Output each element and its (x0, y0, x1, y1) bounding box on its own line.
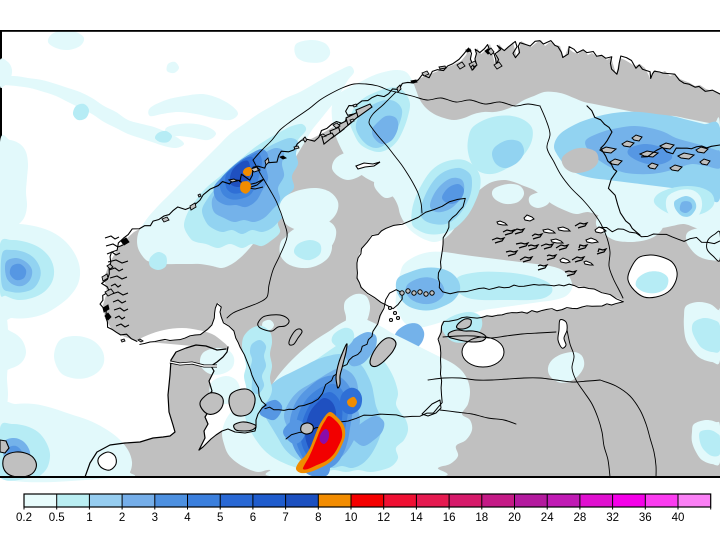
svg-text:0.5: 0.5 (49, 512, 65, 524)
svg-text:36: 36 (639, 512, 652, 524)
svg-text:16: 16 (443, 512, 456, 524)
svg-text:12: 12 (377, 512, 390, 524)
svg-text:28: 28 (574, 512, 587, 524)
svg-text:4: 4 (184, 512, 191, 524)
svg-text:7: 7 (282, 512, 288, 524)
svg-text:18: 18 (475, 512, 488, 524)
svg-text:1: 1 (86, 512, 92, 524)
svg-text:0.2: 0.2 (16, 512, 32, 524)
svg-text:3: 3 (152, 512, 158, 524)
svg-text:8: 8 (315, 512, 321, 524)
svg-text:14: 14 (410, 512, 423, 524)
svg-text:2: 2 (119, 512, 125, 524)
svg-text:32: 32 (606, 512, 619, 524)
svg-text:10: 10 (345, 512, 358, 524)
svg-text:24: 24 (541, 512, 554, 524)
svg-text:6: 6 (250, 512, 256, 524)
svg-text:40: 40 (672, 512, 685, 524)
svg-text:20: 20 (508, 512, 521, 524)
svg-text:5: 5 (217, 512, 223, 524)
